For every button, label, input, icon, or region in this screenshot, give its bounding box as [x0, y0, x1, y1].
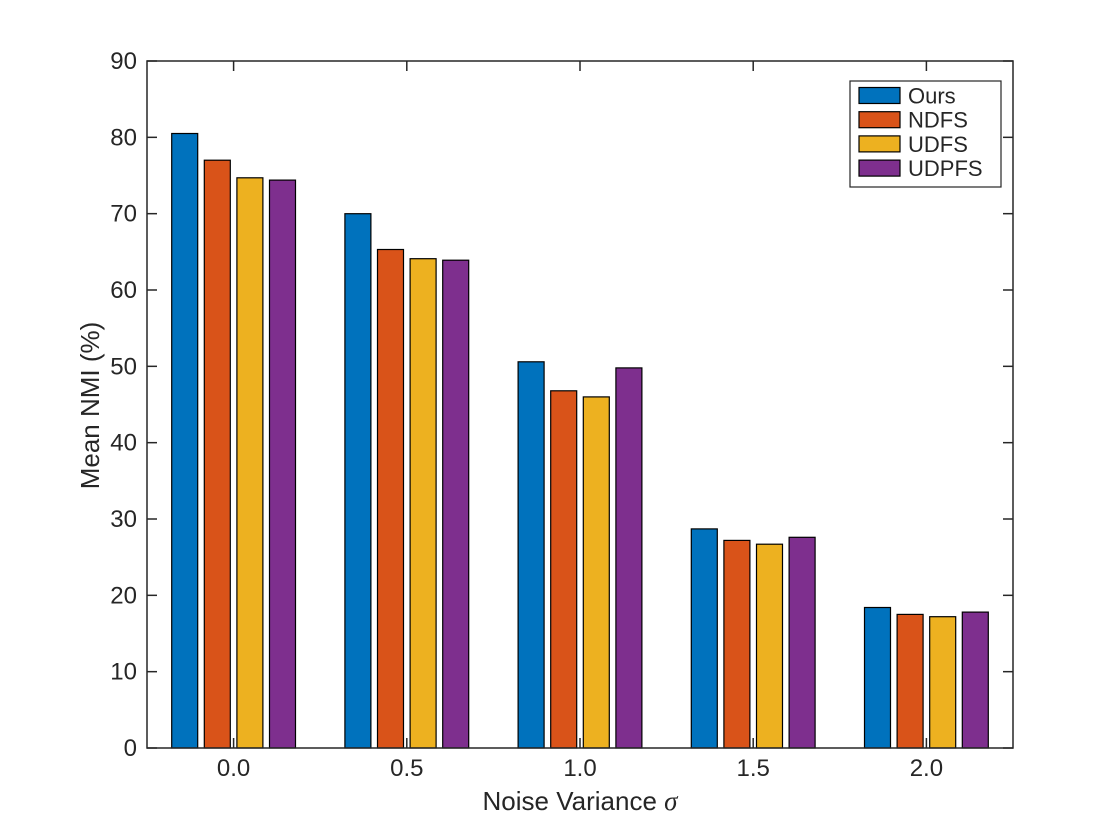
bar-NDFS-0.5: [376, 248, 405, 749]
legend-label-UDPFS: UDPFS: [908, 156, 983, 181]
bar-UDFS-2.0: [929, 616, 957, 749]
bar-UDPFS-2.0: [961, 611, 989, 749]
bar-UDFS-0.5: [409, 258, 437, 749]
legend-swatch-Ours: [858, 86, 901, 105]
bar-Ours-2.0: [863, 606, 892, 749]
plot-box: [146, 60, 1014, 749]
y-tick-label: 10: [110, 659, 137, 686]
x-tick-label: 1.0: [563, 755, 596, 782]
bar-NDFS-2.0: [896, 613, 924, 749]
bar-UDPFS-1.5: [788, 536, 816, 749]
bar-Ours-1.5: [690, 528, 718, 749]
y-tick-label: 40: [110, 430, 137, 457]
bar-UDFS-0.0: [236, 177, 264, 749]
x-tick-label: 0.5: [390, 755, 423, 782]
bar-NDFS-1.5: [723, 539, 751, 749]
legend-swatch-UDFS: [858, 135, 901, 153]
y-tick-label: 30: [110, 506, 137, 533]
legend-label-UDFS: UDFS: [908, 132, 968, 157]
bar-Ours-0.0: [171, 132, 199, 749]
bar-UDPFS-0.0: [268, 179, 297, 749]
legend-swatch-NDFS: [858, 111, 901, 129]
y-tick-label: 80: [110, 124, 137, 151]
bar-UDPFS-0.5: [442, 259, 470, 749]
y-tick-label: 70: [110, 201, 137, 228]
bar-NDFS-0.0: [203, 159, 231, 749]
bar-Ours-1.0: [517, 361, 545, 749]
y-tick-label: 60: [110, 277, 137, 304]
x-tick-label: 0.0: [217, 755, 250, 782]
bar-UDFS-1.5: [755, 543, 784, 749]
bar-NDFS-1.0: [550, 390, 578, 749]
y-tick-label: 90: [110, 48, 137, 75]
legend-swatch-UDPFS: [858, 159, 901, 177]
x-tick-label: 1.5: [737, 755, 770, 782]
bar-UDPFS-1.0: [615, 367, 643, 749]
legend-label-NDFS: NDFS: [908, 108, 968, 133]
bar-UDFS-1.0: [582, 396, 610, 749]
y-tick-label: 50: [110, 353, 137, 380]
y-tick-label: 0: [124, 735, 137, 762]
y-tick-label: 20: [110, 582, 137, 609]
bar-Ours-0.5: [344, 213, 372, 749]
x-tick-label: 2.0: [910, 755, 943, 782]
legend-label-Ours: Ours: [908, 84, 956, 109]
